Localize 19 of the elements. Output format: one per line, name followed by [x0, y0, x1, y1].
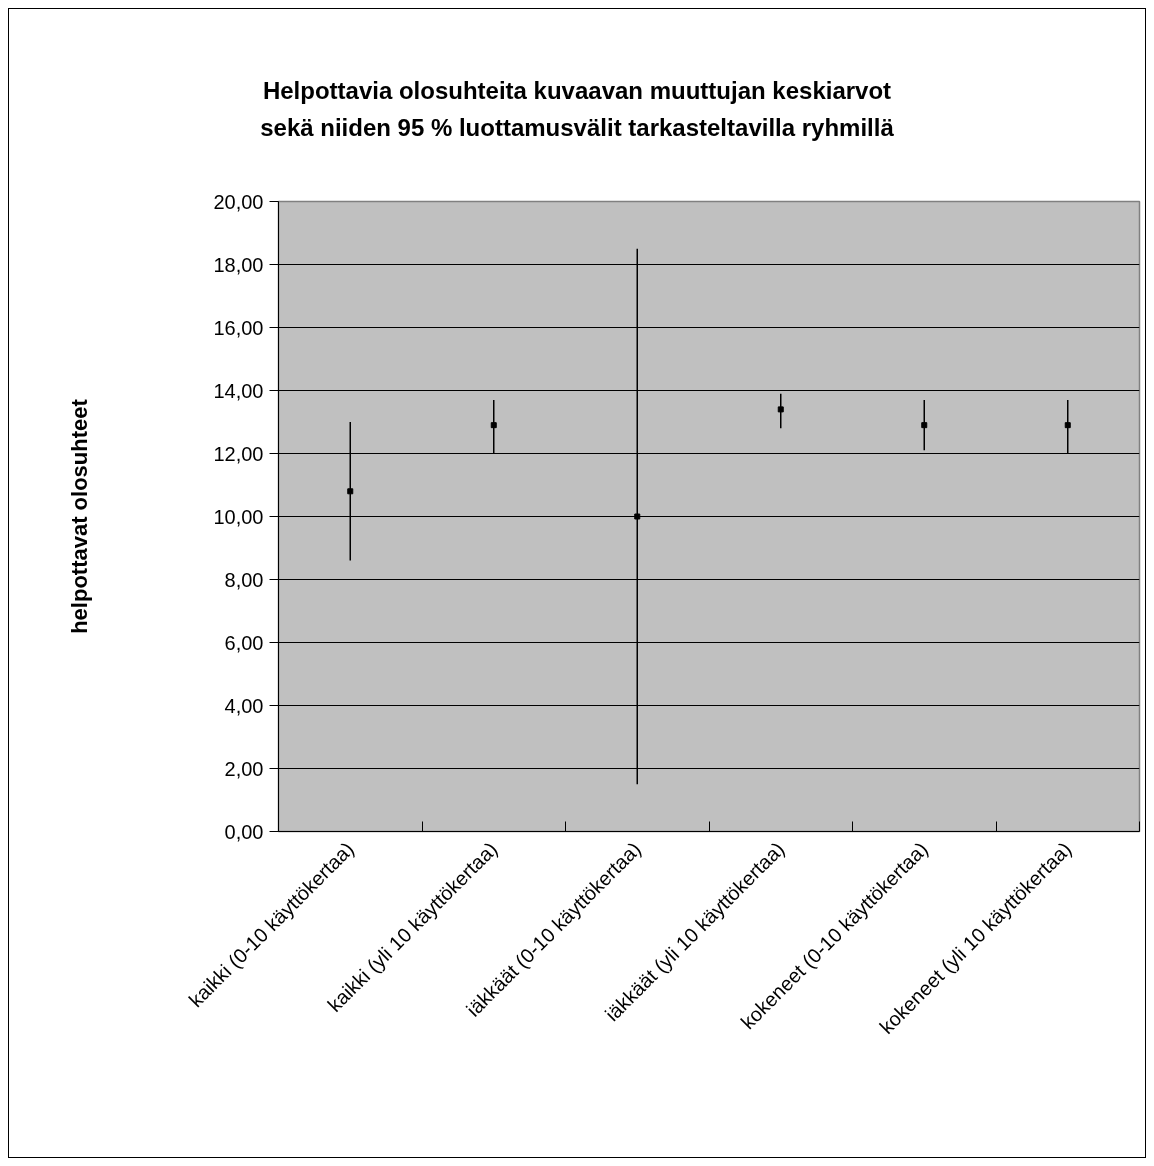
y-tick-label: 10,00	[213, 505, 264, 528]
y-tick-label: 0,00	[224, 820, 264, 843]
point	[490, 422, 497, 429]
point	[634, 513, 641, 520]
y-tick-label: 2,00	[224, 757, 264, 780]
y-tick-label: 12,00	[213, 442, 264, 465]
y-tick-label: 14,00	[213, 379, 264, 402]
point	[777, 406, 784, 413]
y-tick-label: 8,00	[224, 568, 264, 591]
y-tick-label: 20,00	[213, 190, 264, 213]
point	[347, 488, 354, 495]
chart-title: Helpottavia olosuhteita kuvaavan muuttujan keskiarvot sekä niiden 95 % luottamusvälit tarkasteltavilla ryhmillä	[260, 76, 894, 143]
y-tick-label: 6,00	[224, 631, 264, 654]
y-tick-label: 4,00	[224, 694, 264, 717]
point	[921, 422, 928, 429]
y-tick-label: 18,00	[213, 253, 264, 276]
y-tick-label: 16,00	[213, 316, 264, 339]
point	[1064, 422, 1071, 429]
y-axis-title: helpottavat olosuhteet	[67, 398, 93, 634]
